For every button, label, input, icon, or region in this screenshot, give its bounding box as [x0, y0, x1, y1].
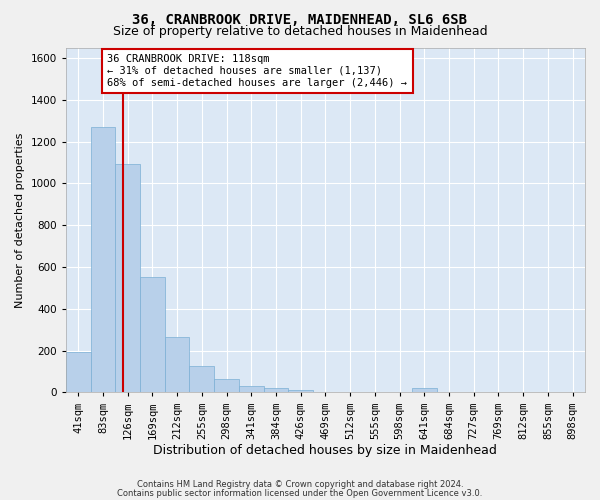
- Bar: [66, 352, 91, 393]
- Bar: [165, 337, 190, 392]
- Bar: [239, 386, 263, 392]
- Text: Contains HM Land Registry data © Crown copyright and database right 2024.: Contains HM Land Registry data © Crown c…: [137, 480, 463, 489]
- Text: 36, CRANBROOK DRIVE, MAIDENHEAD, SL6 6SB: 36, CRANBROOK DRIVE, MAIDENHEAD, SL6 6SB: [133, 12, 467, 26]
- Bar: [263, 388, 289, 392]
- Text: 36 CRANBROOK DRIVE: 118sqm
← 31% of detached houses are smaller (1,137)
68% of s: 36 CRANBROOK DRIVE: 118sqm ← 31% of deta…: [107, 54, 407, 88]
- Bar: [214, 379, 239, 392]
- Bar: [412, 388, 437, 392]
- Bar: [91, 127, 115, 392]
- Bar: [190, 366, 214, 392]
- Text: Contains public sector information licensed under the Open Government Licence v3: Contains public sector information licen…: [118, 488, 482, 498]
- Bar: [115, 164, 140, 392]
- X-axis label: Distribution of detached houses by size in Maidenhead: Distribution of detached houses by size …: [154, 444, 497, 458]
- Y-axis label: Number of detached properties: Number of detached properties: [15, 132, 25, 308]
- Text: Size of property relative to detached houses in Maidenhead: Size of property relative to detached ho…: [113, 25, 487, 38]
- Bar: [289, 390, 313, 392]
- Bar: [140, 278, 165, 392]
